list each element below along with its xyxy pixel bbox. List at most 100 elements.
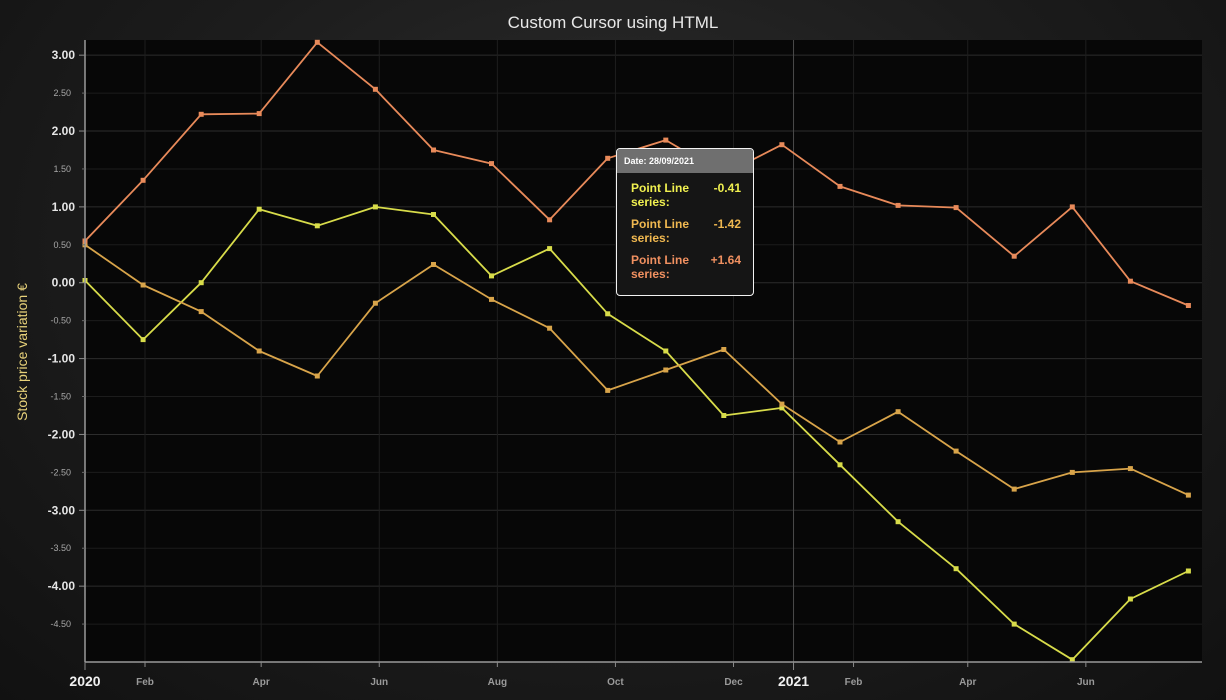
x-tick-label: Feb [845, 677, 863, 688]
tooltip-row: Point Line series: -1.42 [617, 217, 753, 245]
x-tick-label: Apr [959, 677, 976, 688]
data-point [314, 39, 320, 45]
x-tick-label: Jun [370, 677, 388, 688]
data-point [198, 309, 204, 315]
tooltip-row: Point Line series: -0.41 [617, 181, 753, 209]
y-tick-label: 2.50 [53, 88, 71, 98]
x-axis-ticks: 2020 Feb Apr Jun Aug Oct Dec 2021 Feb Apr Jun [69, 662, 1095, 689]
tooltip-date: Date: 28/09/2021 [617, 149, 753, 173]
y-tick-label: -1.50 [50, 392, 71, 402]
data-point [372, 300, 378, 306]
data-point [256, 348, 262, 354]
data-point [605, 311, 611, 317]
data-point [372, 86, 378, 92]
data-point [837, 462, 843, 468]
data-point [198, 280, 204, 286]
x-tick-label: 2020 [69, 673, 100, 689]
data-point [140, 282, 146, 288]
data-point [314, 223, 320, 229]
y-tick-label: -3.00 [48, 503, 76, 517]
data-point [1069, 204, 1075, 210]
grid [84, 40, 1202, 662]
y-tick-label: -2.50 [50, 467, 71, 477]
tooltip-row: Point Line series: +1.64 [617, 253, 753, 281]
tooltip-series-name: Point Line series: [631, 217, 689, 245]
data-point [1011, 253, 1017, 259]
tooltip-series-name: Point Line series: [631, 253, 689, 281]
data-point [431, 262, 436, 267]
data-point [314, 373, 320, 379]
data-point [663, 367, 669, 373]
data-point [1011, 621, 1017, 627]
data-point [837, 183, 843, 189]
data-point [837, 439, 843, 445]
series-line [84, 244, 1189, 496]
data-point [489, 161, 494, 167]
data-point [431, 212, 436, 217]
tooltip-series-value: +1.64 [710, 253, 741, 267]
data-point [779, 401, 785, 407]
x-tick-label: Aug [488, 677, 507, 688]
data-point [547, 217, 553, 223]
y-tick-label: -4.00 [48, 579, 76, 593]
cursor-tooltip: Date: 28/09/2021 Point Line series: -0.4… [616, 148, 754, 296]
data-point [140, 177, 146, 183]
y-tick-label: 1.00 [52, 200, 76, 214]
data-point [1127, 466, 1133, 472]
series-line [84, 205, 1189, 661]
data-point [605, 387, 611, 393]
y-tick-label: 1.50 [53, 164, 71, 174]
x-tick-label: Dec [724, 677, 743, 688]
data-point [605, 155, 611, 161]
data-point [895, 409, 901, 415]
data-point [1127, 596, 1133, 602]
x-tick-label: 2021 [778, 673, 809, 689]
axes [84, 40, 1202, 663]
data-point [547, 325, 553, 331]
data-point [895, 202, 901, 208]
data-point [1185, 492, 1191, 498]
data-point [547, 246, 553, 252]
data-point [372, 204, 378, 210]
y-tick-label: -2.00 [48, 427, 76, 441]
data-point [489, 296, 494, 302]
plot-area[interactable] [85, 40, 1202, 662]
chart-title: Custom Cursor using HTML [508, 13, 719, 32]
data-point [256, 206, 262, 212]
y-tick-label: -4.50 [50, 619, 71, 629]
series-2 [82, 242, 1191, 498]
data-point [721, 413, 727, 418]
data-point [779, 405, 785, 411]
data-point [663, 137, 669, 143]
x-tick-label: Oct [607, 677, 624, 688]
y-tick-label: -0.50 [50, 316, 71, 326]
data-point [895, 519, 901, 525]
data-point [953, 205, 959, 211]
y-axis-ticks: 3.00 2.00 1.00 0.00 -1.00 -2.00 -3.00 -4.00 2.50… [48, 48, 85, 629]
data-point [1185, 568, 1191, 574]
series-1 [82, 204, 1191, 663]
data-point [140, 337, 146, 343]
tooltip-series-value: -1.42 [713, 217, 741, 231]
data-point [489, 273, 494, 279]
y-tick-label: 3.00 [52, 48, 76, 62]
data-point [779, 142, 785, 148]
data-point [1069, 469, 1075, 475]
x-tick-label: Jun [1077, 677, 1095, 688]
y-tick-label: -3.50 [50, 543, 71, 553]
x-tick-label: Apr [253, 677, 270, 688]
data-point [1069, 657, 1075, 663]
y-tick-label: 0.00 [52, 276, 76, 290]
data-point [431, 147, 436, 153]
x-tick-label: Feb [136, 677, 154, 688]
data-point [198, 111, 204, 117]
data-point [1011, 486, 1017, 492]
y-axis-label: Stock price variation € [14, 283, 30, 421]
data-point [256, 111, 262, 117]
data-point [953, 448, 959, 454]
tooltip-series-value: -0.41 [713, 181, 741, 195]
data-point [1127, 278, 1133, 284]
y-tick-label: -1.00 [48, 352, 76, 366]
data-point [953, 566, 959, 572]
